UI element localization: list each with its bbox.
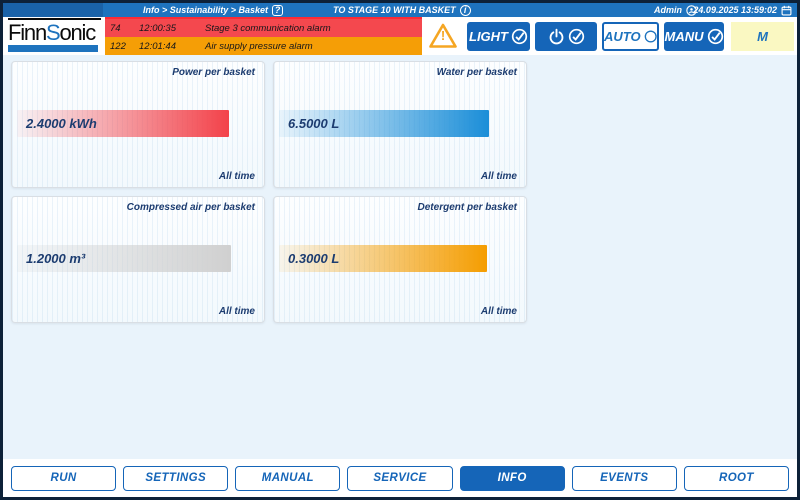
bar-value: 0.3000 L xyxy=(288,251,340,266)
warning-triangle-icon xyxy=(429,23,457,48)
alarm-row-2[interactable]: 122 12:01:44 Air supply pressure alarm xyxy=(105,37,422,55)
power-bar: 2.4000 kWh xyxy=(17,110,229,137)
panel-detergent-per-basket: Detergent per basket 0.3000 L All time xyxy=(273,196,527,323)
datetime-text: 24.09.2025 13:59:02 xyxy=(693,5,777,15)
datetime-area: 24.09.2025 13:59:02 xyxy=(693,3,792,17)
alarm-time: 12:01:44 xyxy=(139,40,176,52)
logo: FinnSonic xyxy=(3,17,105,55)
panel-title: Power per basket xyxy=(172,67,255,78)
warning-exclamation: ! xyxy=(440,28,446,43)
power-icon xyxy=(549,28,563,44)
alarm-text: Air supply pressure alarm xyxy=(205,40,313,52)
power-button[interactable] xyxy=(535,21,597,51)
nav-events[interactable]: EVENTS xyxy=(571,465,677,491)
panel-title: Detergent per basket xyxy=(417,202,517,213)
detergent-bar: 0.3000 L xyxy=(279,245,487,272)
control-buttons: ! LIGHT AUTO MANU xyxy=(422,17,797,55)
user-icon xyxy=(686,4,697,16)
nav-run[interactable]: RUN xyxy=(11,465,117,491)
username: Admin xyxy=(654,5,682,15)
calendar-icon[interactable] xyxy=(781,5,792,16)
nav-root[interactable]: ROOT xyxy=(683,465,789,491)
panel-water-per-basket: Water per basket 6.5000 L All time xyxy=(273,61,527,188)
breadcrumb: Info > Sustainability > Basket ? xyxy=(113,3,313,17)
empty-circle-icon xyxy=(644,29,657,43)
bottom-nav: RUN SETTINGS MANUAL SERVICE INFO EVENTS … xyxy=(3,459,797,497)
info-icon[interactable]: i xyxy=(459,4,471,16)
air-bar: 1.2000 m³ xyxy=(17,245,231,272)
alarm-id: 122 xyxy=(110,40,126,52)
main-content: Power per basket 2.4000 kWh All time Wat… xyxy=(3,55,797,459)
panel-power-per-basket: Power per basket 2.4000 kWh All time xyxy=(11,61,265,188)
stage-message-text: TO STAGE 10 WITH BASKET xyxy=(333,5,456,15)
check-circle-icon xyxy=(707,28,723,44)
nav-service[interactable]: SERVICE xyxy=(347,465,453,491)
check-circle-icon xyxy=(568,28,584,44)
manual-mode-button[interactable]: MANU xyxy=(664,21,724,51)
panel-period: All time xyxy=(480,306,517,317)
nav-manual[interactable]: MANUAL xyxy=(235,465,341,491)
alarm-warning-button[interactable]: ! xyxy=(428,22,458,50)
stage-message: TO STAGE 10 WITH BASKET i xyxy=(333,3,471,17)
alarm-id: 74 xyxy=(110,22,121,34)
logo-underline xyxy=(8,45,98,52)
panel-title: Water per basket xyxy=(436,67,517,78)
panel-period: All time xyxy=(480,171,517,182)
header-row: FinnSonic 74 12:00:35 Stage 3 communicat… xyxy=(3,17,797,55)
help-icon[interactable]: ? xyxy=(272,4,284,16)
alarm-time: 12:00:35 xyxy=(139,22,176,34)
panel-period: All time xyxy=(218,306,255,317)
alarm-list: 74 12:00:35 Stage 3 communication alarm … xyxy=(105,17,422,55)
water-bar: 6.5000 L xyxy=(279,110,489,137)
panel-period: All time xyxy=(218,171,255,182)
breadcrumb-text: Info > Sustainability > Basket xyxy=(142,5,269,15)
bar-value: 1.2000 m³ xyxy=(26,251,86,266)
logo-text: FinnSonic xyxy=(8,20,96,45)
topbar-left-segment xyxy=(3,3,103,17)
auto-mode-button[interactable]: AUTO xyxy=(602,21,659,51)
nav-info[interactable]: INFO xyxy=(459,465,565,491)
bar-value: 2.4000 kWh xyxy=(26,116,97,131)
panel-title: Compressed air per basket xyxy=(126,202,255,213)
top-status-bar: Info > Sustainability > Basket ? TO STAG… xyxy=(3,3,797,17)
user-area[interactable]: Admin xyxy=(654,3,697,17)
nav-settings[interactable]: SETTINGS xyxy=(123,465,229,491)
panel-grid: Power per basket 2.4000 kWh All time Wat… xyxy=(11,61,797,323)
bar-value: 6.5000 L xyxy=(288,116,340,131)
alarm-row-1[interactable]: 74 12:00:35 Stage 3 communication alarm xyxy=(105,17,422,37)
mode-indicator: M xyxy=(731,21,794,51)
check-circle-icon xyxy=(511,28,528,44)
light-button[interactable]: LIGHT xyxy=(467,21,530,51)
alarm-text: Stage 3 communication alarm xyxy=(205,22,331,34)
panel-compressed-air-per-basket: Compressed air per basket 1.2000 m³ All … xyxy=(11,196,265,323)
